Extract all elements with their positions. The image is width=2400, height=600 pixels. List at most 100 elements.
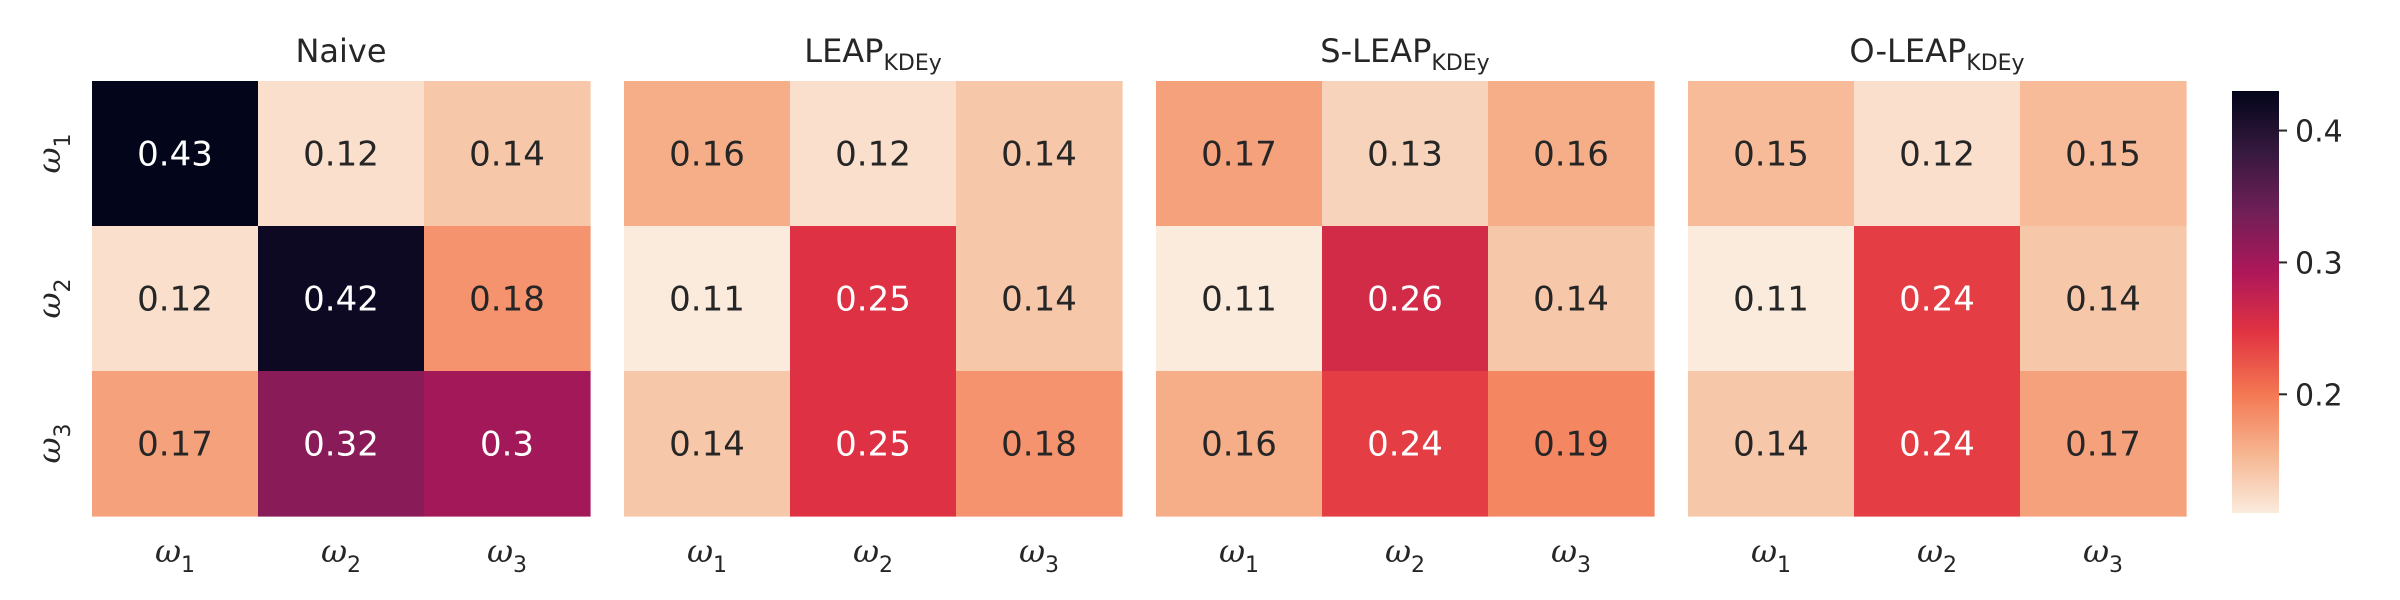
heatmap-panel: S-LEAPKDEy 0.17 0.13 0.16 0.11 0.26 0.14 0.16 0.…	[1156, 32, 1655, 578]
heatmap-cell	[790, 81, 957, 227]
colorbar: 0.2 0.3 0.4	[2232, 91, 2343, 513]
heatmap-cell	[790, 371, 957, 517]
cell-value-label: 0.43	[137, 135, 213, 175]
heatmap-cell	[92, 81, 259, 227]
panel-title: LEAPKDEy	[804, 32, 942, 76]
x-tick-label: ω1	[1219, 532, 1259, 578]
cell-value-label: 0.14	[1733, 425, 1809, 465]
x-tick-label: ω3	[1551, 532, 1591, 578]
heatmap-cell	[956, 371, 1123, 517]
cell-value-label: 0.14	[1533, 280, 1609, 320]
cell-value-label: 0.14	[2065, 280, 2141, 320]
colorbar-tick-label: 0.2	[2295, 378, 2343, 413]
heatmap-cell	[258, 81, 425, 227]
cell-value-label: 0.14	[669, 425, 745, 465]
x-tick-label: ω3	[1019, 532, 1059, 578]
x-tick-label: ω2	[853, 532, 893, 578]
x-tick-label: ω1	[687, 532, 727, 578]
heatmap-cell	[258, 226, 425, 372]
colorbar-tick-label: 0.3	[2295, 246, 2343, 281]
heatmap-panel: O-LEAPKDEy 0.15 0.12 0.15 0.11 0.24 0.14 0.14 0.…	[1688, 32, 2187, 578]
y-tick-label: ω2	[30, 278, 76, 318]
x-tick-label: ω1	[1751, 532, 1791, 578]
cell-value-label: 0.15	[1733, 135, 1809, 175]
cell-value-label: 0.25	[835, 425, 911, 465]
cell-value-label: 0.14	[1001, 135, 1077, 175]
heatmap-cell	[92, 371, 259, 517]
heatmap-cell	[424, 226, 591, 372]
cell-value-label: 0.24	[1899, 280, 1975, 320]
heatmap-cell	[92, 226, 259, 372]
heatmap-cell	[1156, 81, 1323, 227]
heatmap-cell	[1156, 226, 1323, 372]
heatmap-panels: Naive 0.43 0.12 0.14 0.12 0.42 0.18 0.17 0.32 0.3…	[30, 32, 2187, 578]
heatmap-cell	[2020, 81, 2187, 227]
heatmap-cell	[1688, 226, 1855, 372]
heatmap-cell	[1322, 81, 1489, 227]
colorbar-tick-label: 0.4	[2295, 115, 2343, 150]
cell-value-label: 0.16	[1201, 425, 1277, 465]
cell-value-label: 0.17	[1201, 135, 1277, 175]
heatmap-cell	[1488, 226, 1655, 372]
heatmap-cell	[2020, 226, 2187, 372]
cell-value-label: 0.25	[835, 280, 911, 320]
x-tick-label: ω2	[1917, 532, 1957, 578]
heatmap-panel: Naive 0.43 0.12 0.14 0.12 0.42 0.18 0.17 0.32 0.3…	[30, 32, 591, 578]
heatmap-cell	[1156, 371, 1323, 517]
heatmap-cell	[2020, 371, 2187, 517]
heatmap-cell	[624, 371, 791, 517]
heatmap-cell	[1322, 371, 1489, 517]
cell-value-label: 0.32	[303, 425, 379, 465]
panel-title: Naive	[295, 32, 386, 70]
cell-value-label: 0.15	[2065, 135, 2141, 175]
cell-value-label: 0.24	[1367, 425, 1443, 465]
panel-title: S-LEAPKDEy	[1320, 32, 1489, 76]
cell-value-label: 0.14	[1001, 280, 1077, 320]
x-tick-label: ω2	[321, 532, 361, 578]
cell-value-label: 0.12	[1899, 135, 1975, 175]
x-tick-label: ω2	[1385, 532, 1425, 578]
heatmap-cell	[624, 226, 791, 372]
x-tick-label: ω1	[155, 532, 195, 578]
heatmap-cell	[1488, 371, 1655, 517]
cell-value-label: 0.11	[1733, 280, 1809, 320]
cell-value-label: 0.17	[137, 425, 213, 465]
y-tick-label: ω1	[30, 133, 76, 173]
heatmap-cell	[956, 226, 1123, 372]
heatmap-cell	[956, 81, 1123, 227]
heatmap-cell	[424, 371, 591, 517]
heatmap-cell	[1854, 226, 2021, 372]
heatmap-cell	[1688, 371, 1855, 517]
panel-title: O-LEAPKDEy	[1849, 32, 2024, 76]
cell-value-label: 0.18	[1001, 425, 1077, 465]
cell-value-label: 0.19	[1533, 425, 1609, 465]
cell-value-label: 0.24	[1899, 425, 1975, 465]
y-tick-label: ω3	[30, 423, 76, 463]
heatmap-cell	[1854, 81, 2021, 227]
cell-value-label: 0.3	[480, 425, 534, 465]
cell-value-label: 0.13	[1367, 135, 1443, 175]
cell-value-label: 0.12	[303, 135, 379, 175]
cell-value-label: 0.12	[835, 135, 911, 175]
heatmap-cell	[1488, 81, 1655, 227]
heatmap-panel: LEAPKDEy 0.16 0.12 0.14 0.11 0.25 0.14 0.14 0.25…	[624, 32, 1123, 578]
heatmap-cell	[424, 81, 591, 227]
colorbar-gradient	[2232, 91, 2279, 513]
heatmap-cell	[258, 371, 425, 517]
cell-value-label: 0.11	[669, 280, 745, 320]
cell-value-label: 0.17	[2065, 425, 2141, 465]
cell-value-label: 0.14	[469, 135, 545, 175]
heatmap-cell	[1322, 226, 1489, 372]
cell-value-label: 0.42	[303, 280, 379, 320]
cell-value-label: 0.18	[469, 280, 545, 320]
cell-value-label: 0.12	[137, 280, 213, 320]
x-tick-label: ω3	[487, 532, 527, 578]
cell-value-label: 0.26	[1367, 280, 1443, 320]
cell-value-label: 0.16	[1533, 135, 1609, 175]
heatmap-cell	[1854, 371, 2021, 517]
cell-value-label: 0.16	[669, 135, 745, 175]
heatmap-cell	[790, 226, 957, 372]
heatmap-cell	[1688, 81, 1855, 227]
cell-value-label: 0.11	[1201, 280, 1277, 320]
